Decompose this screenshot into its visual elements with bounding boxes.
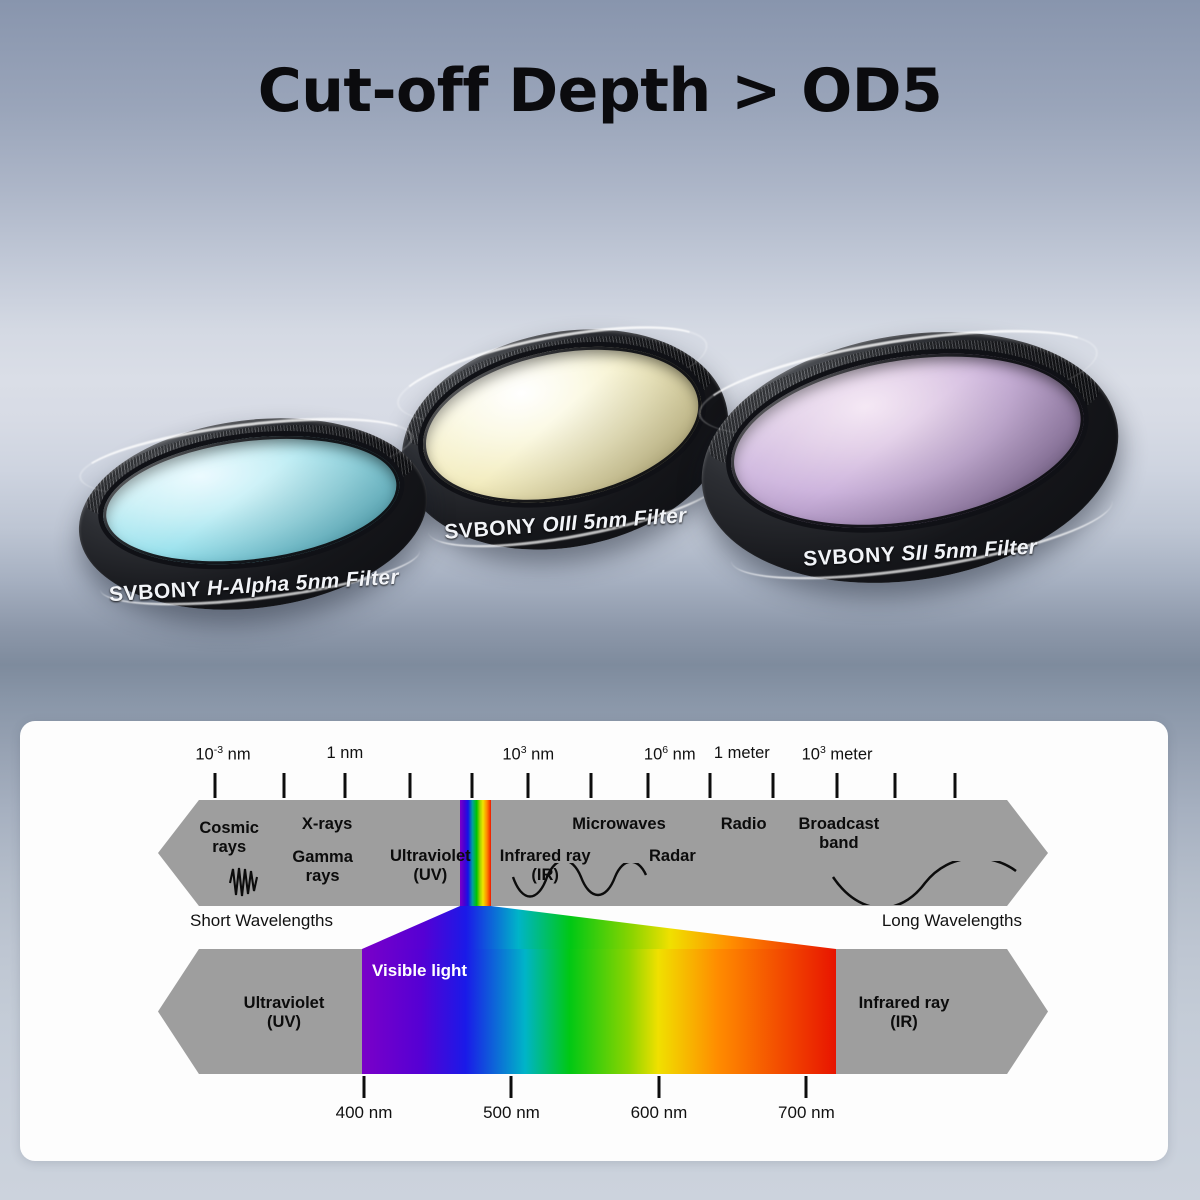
em-band-label: Broadcast band xyxy=(798,814,880,852)
em-scale-tick xyxy=(771,773,775,798)
em-scale-tick xyxy=(835,773,839,798)
filter-photo-group: SVBONY OIII 5nm Filter SVBONY SII 5nm Fi… xyxy=(0,300,1200,700)
wavelength-tick-label: 700 nm xyxy=(778,1103,835,1122)
em-band-label: X-rays xyxy=(301,814,353,833)
em-scale-tick xyxy=(953,773,957,798)
em-band-label: Radio xyxy=(720,814,767,833)
em-scale-tick xyxy=(213,773,217,798)
prism-fan xyxy=(362,906,836,949)
em-scale-tick xyxy=(282,773,286,798)
brand-text: SVBONY xyxy=(108,577,202,607)
em-scale-label: 103 meter xyxy=(801,744,873,764)
wavelength-tick xyxy=(657,1076,661,1098)
em-band-label: Microwaves xyxy=(572,814,666,833)
wavelength-tick-label: 600 nm xyxy=(630,1103,688,1122)
long-wavelengths-label: Long Wavelengths xyxy=(881,911,1022,930)
em-band-upper xyxy=(158,800,1048,906)
electromagnetic-spectrum-panel: 10-3 nm 1 nm 103 nm 106 nm 1 meter 103 meter … xyxy=(20,721,1168,1161)
em-scale-label: 103 nm xyxy=(502,744,555,764)
em-band-label: Infrared ray (IR) xyxy=(499,846,591,884)
wavelength-tick-label: 400 nm xyxy=(335,1103,393,1122)
cosmic-wave-icon xyxy=(228,867,259,897)
em-scale-tick xyxy=(408,773,412,798)
visible-band-ir-label: Infrared ray (IR) xyxy=(858,994,950,1032)
em-scale-label: 1 nm xyxy=(326,744,364,762)
filter-ring-sii: SVBONY SII 5nm Filter xyxy=(683,303,1137,612)
em-scale-tick xyxy=(893,773,897,798)
em-scale-tick xyxy=(646,773,649,798)
em-scale-tick xyxy=(589,773,593,798)
wavelength-tick xyxy=(804,1076,808,1098)
em-band-label: Radar xyxy=(649,846,696,865)
em-band-label: Cosmic rays xyxy=(199,819,259,857)
visible-band-uv-label: Ultraviolet (UV) xyxy=(243,994,325,1032)
em-band-label: Gamma rays xyxy=(292,847,353,885)
em-scale-tick xyxy=(470,773,474,798)
em-scale-axis: 10-3 nm 1 nm 103 nm 106 nm 1 meter 103 meter xyxy=(20,721,1168,801)
em-band-label: Ultraviolet (UV) xyxy=(389,846,471,884)
visible-spectrum-gradient xyxy=(362,949,836,1074)
filter-ring-oiii: SVBONY OIII 5nm Filter xyxy=(382,302,748,577)
brand-text: SVBONY xyxy=(802,542,897,571)
wavelength-tick xyxy=(362,1076,366,1098)
broadcast-wave-icon xyxy=(831,861,1017,905)
infrared-wave-icon xyxy=(511,863,648,898)
em-scale-label: 1 meter xyxy=(713,744,770,762)
page-title: Cut-off Depth > OD5 xyxy=(257,56,943,126)
em-scale-label: 106 nm xyxy=(643,744,696,764)
filter-ring-h-alpha: SVBONY H-Alpha 5nm Filter xyxy=(67,399,439,629)
em-scale-tick xyxy=(526,773,530,798)
short-wavelengths-label: Short Wavelengths xyxy=(190,911,333,930)
wavelength-tick xyxy=(509,1076,513,1098)
wavelength-tick-label: 500 nm xyxy=(483,1103,540,1122)
visible-light-strip xyxy=(460,800,491,906)
visible-light-caption: Visible light xyxy=(372,961,468,980)
em-scale-tick xyxy=(708,773,712,798)
em-scale-label: 10-3 nm xyxy=(195,744,251,764)
em-scale-tick xyxy=(343,773,347,798)
